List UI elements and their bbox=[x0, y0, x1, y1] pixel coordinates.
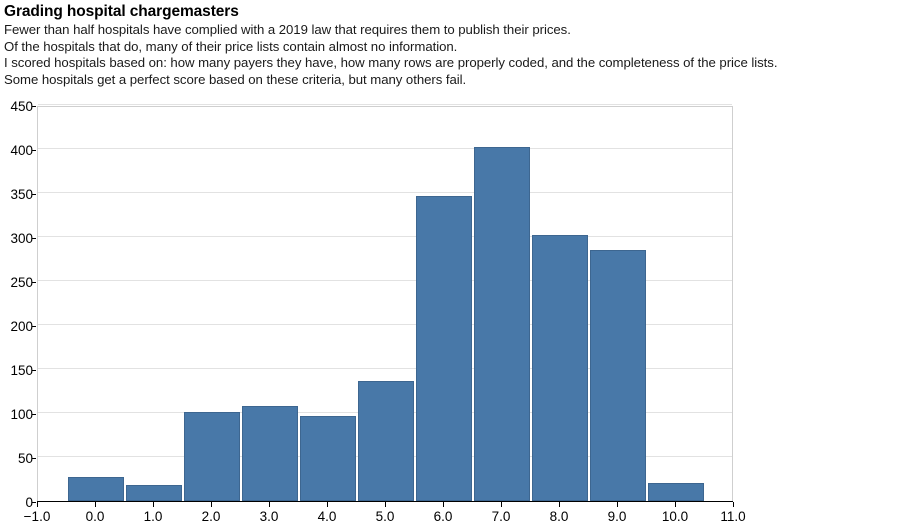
x-axis-tick-mark bbox=[37, 502, 38, 507]
x-axis-tick-mark bbox=[675, 502, 676, 507]
bar bbox=[126, 485, 182, 501]
x-axis-tick-label: 10.0 bbox=[661, 509, 689, 524]
x-axis-tick-label: 1.0 bbox=[143, 509, 163, 524]
y-axis-tick-mark bbox=[32, 238, 36, 239]
y-axis-tick-label: 0 bbox=[25, 494, 33, 510]
x-axis-tick-mark bbox=[153, 502, 154, 507]
gridline bbox=[38, 236, 732, 237]
x-axis-tick-mark bbox=[443, 502, 444, 507]
y-axis-tick-label: 400 bbox=[10, 142, 33, 158]
x-axis-tick-mark bbox=[501, 502, 502, 507]
x-axis-tick-label: 6.0 bbox=[433, 509, 453, 524]
x-axis-tick-label: 7.0 bbox=[491, 509, 511, 524]
y-axis-tick-label: 150 bbox=[10, 362, 33, 378]
y-axis-tick-mark bbox=[32, 502, 36, 503]
bar bbox=[648, 483, 704, 501]
y-axis-tick-mark bbox=[32, 194, 36, 195]
x-axis-tick-label: −1.0 bbox=[23, 509, 51, 524]
x-axis-tick-label: 11.0 bbox=[720, 509, 746, 524]
y-axis-tick-mark bbox=[32, 370, 36, 371]
chart-header: Grading hospital chargemasters Fewer tha… bbox=[4, 2, 894, 88]
y-axis-tick-mark bbox=[32, 282, 36, 283]
gridline bbox=[38, 104, 732, 105]
x-axis-tick-mark bbox=[733, 502, 734, 507]
x-axis-tick-label: 2.0 bbox=[201, 509, 221, 524]
y-axis-tick-label: 300 bbox=[10, 230, 33, 246]
y-axis-tick-mark bbox=[32, 150, 36, 151]
bar bbox=[358, 381, 414, 501]
y-axis-tick-mark bbox=[32, 326, 36, 327]
chart-title: Grading hospital chargemasters bbox=[4, 3, 239, 20]
x-axis-tick-label: 3.0 bbox=[259, 509, 279, 524]
x-axis-tick-mark bbox=[617, 502, 618, 507]
bar bbox=[532, 235, 588, 501]
x-axis-tick-label: 4.0 bbox=[317, 509, 337, 524]
gridline bbox=[38, 280, 732, 281]
x-axis-tick-mark bbox=[385, 502, 386, 507]
bar bbox=[474, 147, 530, 501]
bar bbox=[416, 195, 472, 501]
x-axis-line bbox=[37, 501, 733, 502]
x-axis-tick-mark bbox=[327, 502, 328, 507]
chart-subtitle-line-3: I scored hospitals based on: how many pa… bbox=[4, 55, 778, 71]
x-axis-tick-mark bbox=[211, 502, 212, 507]
y-axis-tick-mark bbox=[32, 458, 36, 459]
chart-subtitle-line-2: Of the hospitals that do, many of their … bbox=[4, 38, 458, 54]
bar bbox=[300, 415, 356, 501]
y-axis-tick-mark bbox=[32, 106, 36, 107]
bar bbox=[68, 477, 124, 501]
y-axis-tick-label: 450 bbox=[10, 98, 33, 114]
gridline bbox=[38, 192, 732, 193]
x-axis-tick-mark bbox=[95, 502, 96, 507]
y-axis-tick-label: 50 bbox=[17, 450, 33, 466]
gridline bbox=[38, 368, 732, 369]
x-axis-tick-label: 5.0 bbox=[375, 509, 395, 524]
x-axis-tick-label: 0.0 bbox=[85, 509, 105, 524]
x-axis-tick-mark bbox=[559, 502, 560, 507]
x-axis-tick-labels: −1.0 0.0 1.0 2.0 3.0 4.0 5.0 6.0 7.0 8.0 9.0 10.0 11… bbox=[24, 509, 746, 527]
gridline bbox=[38, 324, 732, 325]
y-axis-tick-marks bbox=[0, 106, 37, 503]
gridline bbox=[38, 148, 732, 149]
bar bbox=[590, 250, 646, 501]
x-axis-tick-label: 9.0 bbox=[607, 509, 627, 524]
y-axis-tick-label: 200 bbox=[10, 318, 33, 334]
x-axis-tick-label: 8.0 bbox=[549, 509, 569, 524]
bar bbox=[242, 405, 298, 501]
chart-subtitle-line-1: Fewer than half hospitals have complied … bbox=[4, 22, 571, 37]
y-axis-tick-label: 100 bbox=[10, 406, 33, 422]
y-axis-tick-label: 350 bbox=[10, 186, 33, 202]
plot-area bbox=[37, 104, 733, 502]
y-axis-tick-label: 250 bbox=[10, 274, 33, 290]
y-axis-tick-labels: 0 50 100 150 200 250 300 350 400 450 bbox=[0, 99, 33, 508]
bar bbox=[184, 412, 240, 501]
x-axis-tick-marks bbox=[37, 502, 734, 508]
y-axis-tick-mark bbox=[32, 414, 36, 415]
chart-subtitle-line-4: Some hospitals get a perfect score based… bbox=[4, 71, 467, 87]
x-axis-tick-mark bbox=[269, 502, 270, 507]
